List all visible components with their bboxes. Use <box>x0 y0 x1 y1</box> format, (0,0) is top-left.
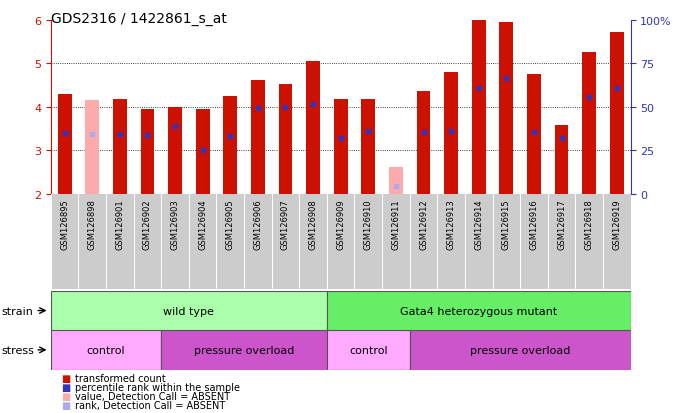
Bar <box>168 107 182 194</box>
Bar <box>361 100 375 194</box>
Text: GSM126915: GSM126915 <box>502 199 511 249</box>
Text: GSM126902: GSM126902 <box>143 199 152 249</box>
Text: GSM126918: GSM126918 <box>584 199 594 249</box>
Text: GSM126907: GSM126907 <box>281 199 290 249</box>
Text: rank, Detection Call = ABSENT: rank, Detection Call = ABSENT <box>75 400 225 410</box>
Text: pressure overload: pressure overload <box>194 345 294 355</box>
Text: GSM126908: GSM126908 <box>308 199 317 249</box>
Text: GSM126903: GSM126903 <box>171 199 180 249</box>
Text: GSM126895: GSM126895 <box>60 199 69 249</box>
Bar <box>161 330 327 370</box>
Text: percentile rank within the sample: percentile rank within the sample <box>75 382 239 392</box>
Bar <box>582 53 596 194</box>
Text: value, Detection Call = ABSENT: value, Detection Call = ABSENT <box>75 391 230 401</box>
Text: ■: ■ <box>61 391 71 401</box>
Text: GSM126912: GSM126912 <box>419 199 428 249</box>
Bar <box>410 330 631 370</box>
Text: strain: strain <box>1 306 33 316</box>
Text: GSM126898: GSM126898 <box>87 199 97 249</box>
Bar <box>306 62 320 194</box>
Text: GSM126919: GSM126919 <box>612 199 621 249</box>
Text: GSM126913: GSM126913 <box>447 199 456 249</box>
Text: stress: stress <box>1 345 34 355</box>
Text: GDS2316 / 1422861_s_at: GDS2316 / 1422861_s_at <box>51 12 226 26</box>
Bar <box>58 94 72 194</box>
Text: GSM126910: GSM126910 <box>364 199 373 249</box>
Bar <box>51 291 327 330</box>
Bar <box>327 330 410 370</box>
Bar <box>334 100 348 194</box>
Text: GSM126904: GSM126904 <box>198 199 207 249</box>
Bar <box>223 97 237 194</box>
Bar <box>140 109 155 194</box>
Bar <box>196 109 210 194</box>
Text: control: control <box>349 345 388 355</box>
Bar <box>327 291 631 330</box>
Text: ■: ■ <box>61 382 71 392</box>
Bar <box>279 85 292 194</box>
Text: GSM126909: GSM126909 <box>336 199 345 249</box>
Text: pressure overload: pressure overload <box>470 345 570 355</box>
Text: Gata4 heterozygous mutant: Gata4 heterozygous mutant <box>400 306 557 316</box>
Bar <box>500 23 513 194</box>
Bar <box>51 330 161 370</box>
Bar <box>416 92 431 194</box>
Text: control: control <box>87 345 125 355</box>
Bar <box>610 33 624 194</box>
Text: GSM126906: GSM126906 <box>254 199 262 249</box>
Bar <box>389 168 403 194</box>
Text: ■: ■ <box>61 373 71 383</box>
Text: GSM126905: GSM126905 <box>226 199 235 249</box>
Text: ■: ■ <box>61 400 71 410</box>
Text: GSM126916: GSM126916 <box>530 199 538 249</box>
Bar <box>85 101 99 194</box>
Bar <box>527 75 541 194</box>
Text: GSM126917: GSM126917 <box>557 199 566 249</box>
Bar <box>472 21 485 194</box>
Text: GSM126901: GSM126901 <box>115 199 124 249</box>
Bar <box>555 126 568 194</box>
Text: GSM126914: GSM126914 <box>474 199 483 249</box>
Text: GSM126911: GSM126911 <box>391 199 401 249</box>
Text: transformed count: transformed count <box>75 373 165 383</box>
Bar <box>251 81 265 194</box>
Text: wild type: wild type <box>163 306 214 316</box>
Bar <box>444 73 458 194</box>
Bar <box>113 100 127 194</box>
